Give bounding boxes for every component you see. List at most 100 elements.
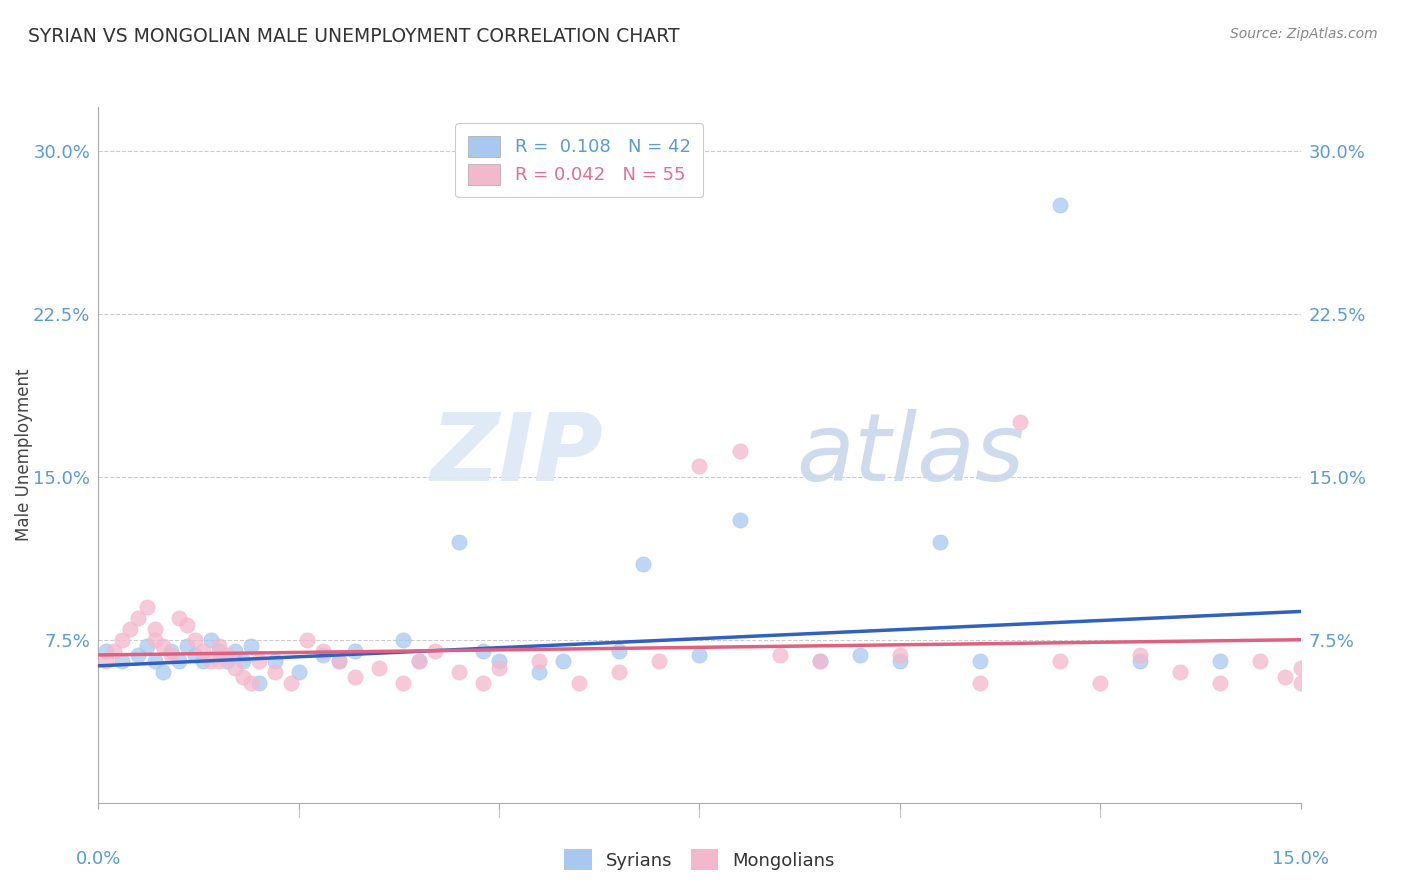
Y-axis label: Male Unemployment: Male Unemployment xyxy=(15,368,34,541)
Point xyxy=(1049,198,1071,212)
Point xyxy=(392,632,415,647)
Point xyxy=(929,535,952,549)
Point xyxy=(408,655,430,669)
Point xyxy=(159,648,181,662)
Point xyxy=(689,458,711,473)
Point xyxy=(769,648,792,662)
Point xyxy=(728,443,751,458)
Point xyxy=(295,632,318,647)
Point xyxy=(167,655,190,669)
Point xyxy=(143,622,166,636)
Point xyxy=(423,643,446,657)
Point xyxy=(343,670,366,684)
Point xyxy=(1170,665,1192,680)
Point xyxy=(232,670,254,684)
Point xyxy=(488,661,510,675)
Point xyxy=(808,655,831,669)
Point xyxy=(247,676,270,690)
Point xyxy=(263,665,285,680)
Point xyxy=(808,655,831,669)
Point xyxy=(1209,655,1232,669)
Point xyxy=(239,639,262,653)
Point xyxy=(472,676,495,690)
Point xyxy=(529,665,551,680)
Point xyxy=(609,643,631,657)
Point xyxy=(1274,670,1296,684)
Point xyxy=(208,655,231,669)
Point xyxy=(280,676,302,690)
Point xyxy=(183,632,205,647)
Point xyxy=(392,676,415,690)
Point xyxy=(689,648,711,662)
Point xyxy=(111,655,134,669)
Point xyxy=(232,655,254,669)
Point xyxy=(111,632,134,647)
Point xyxy=(1129,655,1152,669)
Legend: Syrians, Mongolians: Syrians, Mongolians xyxy=(557,842,842,877)
Point xyxy=(288,665,311,680)
Point xyxy=(969,655,991,669)
Point xyxy=(135,600,157,615)
Point xyxy=(568,676,591,690)
Point xyxy=(328,655,350,669)
Point xyxy=(176,617,198,632)
Point xyxy=(143,655,166,669)
Point xyxy=(447,535,470,549)
Point xyxy=(1088,676,1111,690)
Point xyxy=(553,655,575,669)
Point xyxy=(1250,655,1272,669)
Point xyxy=(200,655,222,669)
Point xyxy=(247,655,270,669)
Point xyxy=(312,648,335,662)
Point xyxy=(191,655,214,669)
Point xyxy=(368,661,391,675)
Point xyxy=(208,639,231,653)
Point xyxy=(969,676,991,690)
Point xyxy=(648,655,671,669)
Point xyxy=(96,655,118,669)
Point xyxy=(343,643,366,657)
Point xyxy=(312,643,335,657)
Point xyxy=(633,557,655,571)
Point xyxy=(183,648,205,662)
Point xyxy=(728,513,751,527)
Point xyxy=(609,665,631,680)
Point xyxy=(200,632,222,647)
Text: 15.0%: 15.0% xyxy=(1272,850,1329,868)
Text: SYRIAN VS MONGOLIAN MALE UNEMPLOYMENT CORRELATION CHART: SYRIAN VS MONGOLIAN MALE UNEMPLOYMENT CO… xyxy=(28,27,679,45)
Point xyxy=(159,643,181,657)
Point xyxy=(96,643,118,657)
Point xyxy=(1010,415,1032,429)
Point xyxy=(263,655,285,669)
Point xyxy=(191,643,214,657)
Point xyxy=(224,643,246,657)
Point xyxy=(1289,661,1312,675)
Point xyxy=(176,639,198,653)
Point xyxy=(215,648,238,662)
Point xyxy=(224,661,246,675)
Point xyxy=(152,639,174,653)
Point xyxy=(889,655,911,669)
Point xyxy=(889,648,911,662)
Text: 0.0%: 0.0% xyxy=(76,850,121,868)
Point xyxy=(103,643,125,657)
Point xyxy=(488,655,510,669)
Point xyxy=(143,632,166,647)
Point xyxy=(128,611,150,625)
Point xyxy=(849,648,872,662)
Text: ZIP: ZIP xyxy=(430,409,603,501)
Point xyxy=(120,622,142,636)
Text: Source: ZipAtlas.com: Source: ZipAtlas.com xyxy=(1230,27,1378,41)
Point xyxy=(1129,648,1152,662)
Point xyxy=(208,643,231,657)
Point xyxy=(1289,676,1312,690)
Point xyxy=(447,665,470,680)
Point xyxy=(472,643,495,657)
Point xyxy=(128,648,150,662)
Point xyxy=(1209,676,1232,690)
Point xyxy=(1049,655,1071,669)
Point xyxy=(408,655,430,669)
Point xyxy=(215,655,238,669)
Point xyxy=(167,611,190,625)
Text: atlas: atlas xyxy=(796,409,1024,500)
